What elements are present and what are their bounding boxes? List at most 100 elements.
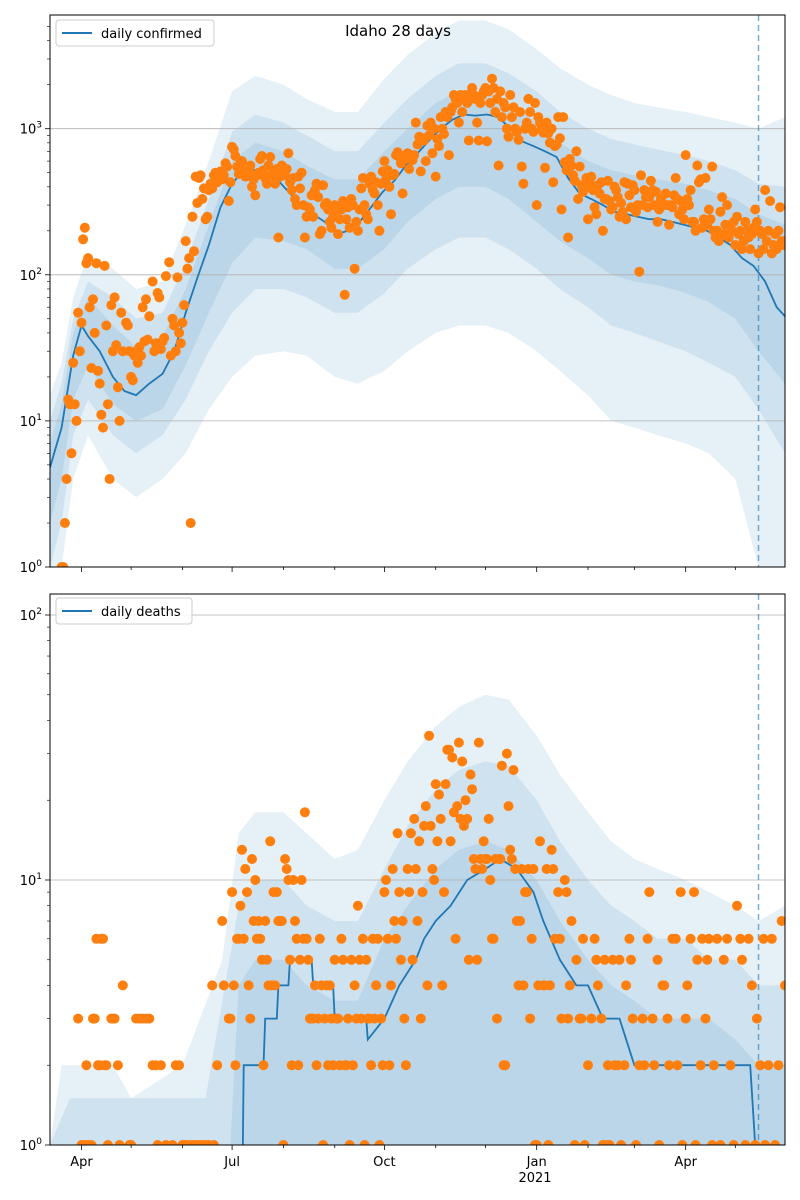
data-point [453,117,464,128]
data-point [235,900,246,911]
data-point [505,844,516,855]
data-point [750,1140,761,1145]
data-point [511,126,522,137]
data-point [94,378,105,389]
data-point [645,175,656,186]
data-point [144,1013,155,1024]
data-point [136,350,146,361]
data-point [179,300,190,311]
data-point [281,164,292,174]
data-point [619,1060,630,1071]
data-point [290,916,300,926]
data-point [425,820,436,831]
data-point [745,244,756,255]
data-point [152,1140,163,1145]
data-point [361,954,372,965]
data-point [677,1140,688,1145]
data-point [462,813,473,824]
data-point [644,887,655,898]
deaths-axes-frame [49,593,786,1146]
data-point [184,253,195,264]
data-point [712,933,723,944]
data-point [746,980,757,991]
data-point [452,801,463,812]
data-point [245,1013,256,1024]
data-point [763,1060,774,1071]
data-point [652,954,663,965]
data-point [98,422,108,433]
data-point [636,170,646,181]
data-point [352,900,363,911]
data-point [639,1060,650,1071]
data-point [359,200,370,211]
data-point [722,200,733,211]
data-point [776,916,785,926]
data-point [589,933,600,944]
data-point [409,150,420,161]
data-point [500,102,511,113]
data-point [692,954,703,965]
data-point [642,933,653,944]
data-point [382,933,393,944]
data-point [89,327,100,338]
data-point [447,752,458,763]
data-point [407,954,418,965]
data-point [737,954,747,965]
data-point [672,1060,683,1071]
data-point [460,795,471,806]
data-point [554,933,565,944]
data-point [766,933,777,944]
data-point [631,1140,641,1145]
data-point [482,136,492,147]
data-point [101,1060,112,1071]
data-point [299,807,310,818]
data-point [172,272,183,283]
data-point [548,864,559,874]
data-point [773,225,784,236]
data-point [414,836,425,847]
data-point [293,1060,304,1071]
data-point [371,980,382,991]
data-point [493,160,504,171]
data-point [586,171,597,182]
data-point [174,327,185,338]
data-point [296,167,307,178]
data-point [482,854,492,864]
data-point [439,887,449,898]
data-point [296,875,307,885]
data-point [102,399,113,410]
data-point [659,980,670,991]
data-point [404,887,415,898]
data-point [301,933,312,944]
data-point [356,183,367,194]
data-point [758,933,769,944]
data-point [76,317,87,328]
data-point [89,1013,100,1024]
data-point [117,980,128,991]
data-point [112,1060,123,1071]
data-point [318,180,329,191]
data-point [685,933,696,944]
data-point [347,1060,358,1071]
data-point [314,933,325,944]
data-point [732,900,742,911]
data-point [732,211,742,222]
data-point [707,161,718,172]
data-point [717,192,728,203]
data-point [218,170,229,181]
data-point [69,399,80,410]
data-point [564,980,575,991]
data-point [237,844,247,855]
data-point [66,448,77,459]
data-point [616,198,627,208]
data-point [225,1013,236,1024]
data-point [417,887,428,898]
data-point [457,107,468,117]
data-point [333,229,343,240]
data-point [357,173,368,183]
data-point [713,236,724,247]
confirmed-axes-frame [49,14,786,568]
data-point [397,188,408,199]
data-point [515,916,526,926]
